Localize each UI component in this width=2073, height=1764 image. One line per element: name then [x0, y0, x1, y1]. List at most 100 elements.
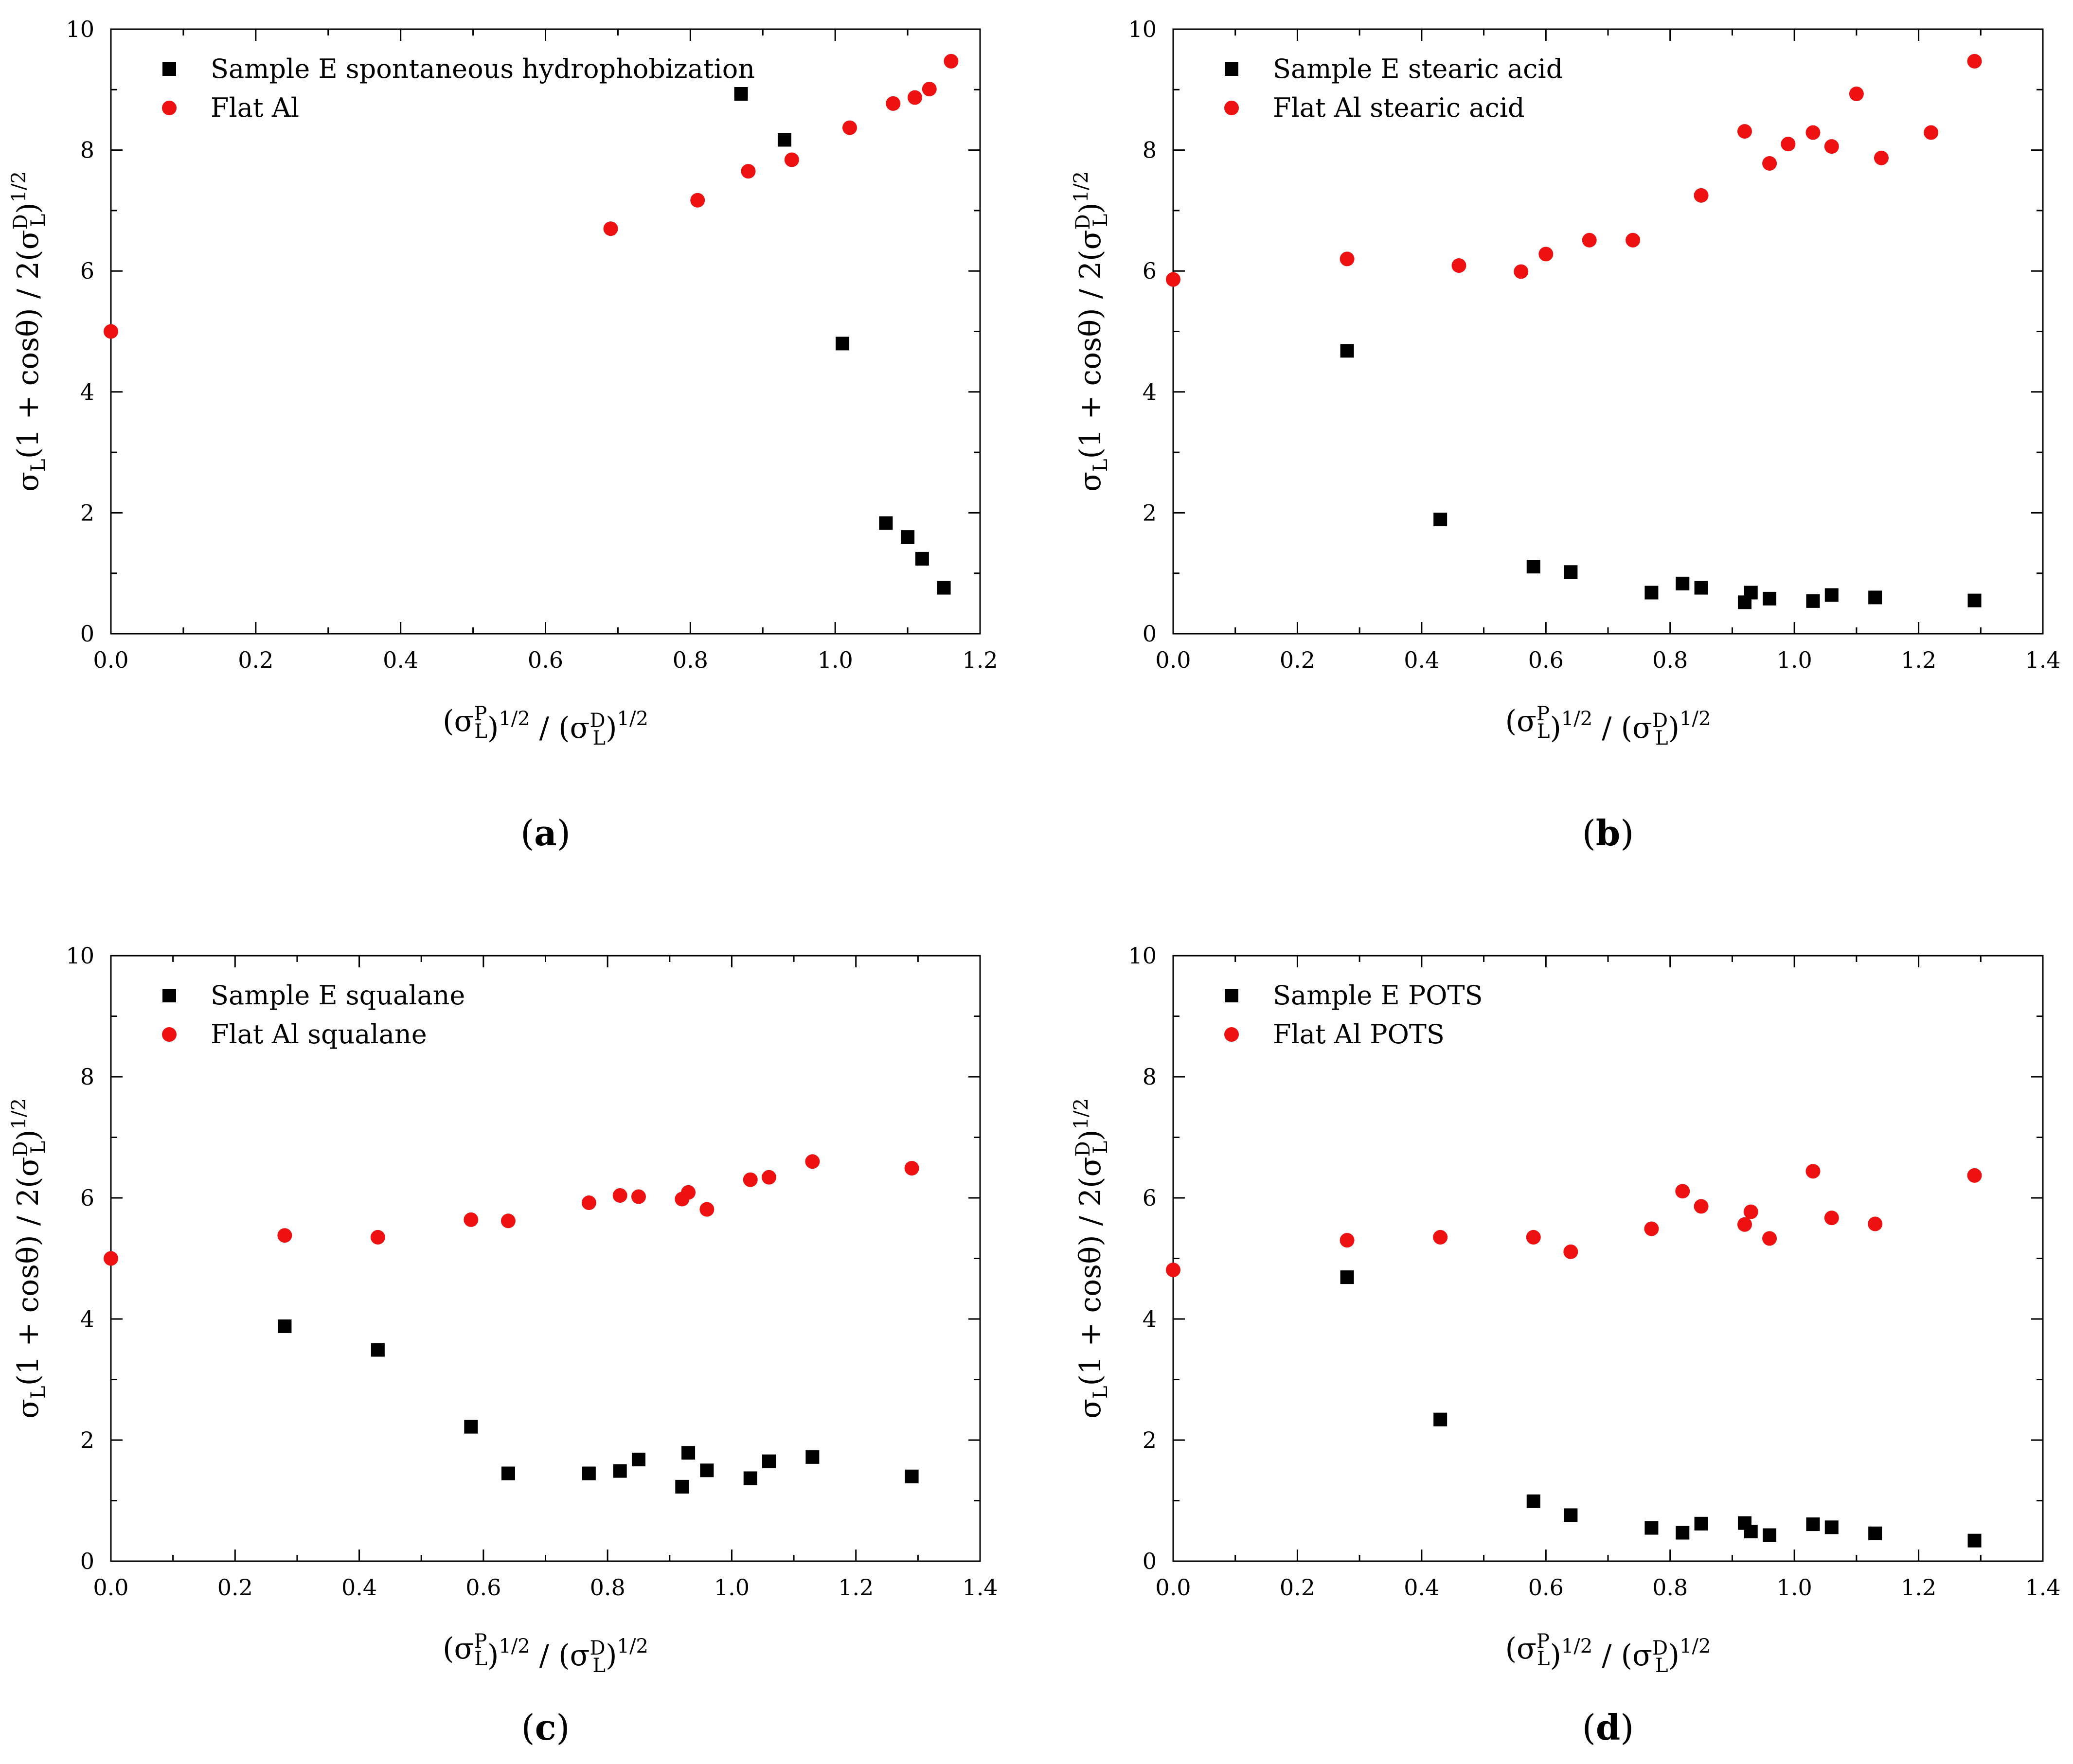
data-point-square [1564, 1508, 1578, 1522]
data-point-square [1526, 1494, 1540, 1508]
x-tick-label: 1.4 [2025, 1574, 2060, 1601]
data-point-circle [1694, 188, 1709, 203]
data-point-circle [1824, 139, 1839, 154]
x-tick-label: 0.0 [93, 647, 128, 673]
data-point-square [1806, 1517, 1820, 1532]
y-tick-label: 10 [1128, 16, 1157, 42]
y-tick-label: 4 [80, 379, 94, 405]
y-tick-label: 2 [1143, 499, 1157, 526]
x-tick-label: 1.0 [1777, 1574, 1812, 1601]
data-point-square [1433, 513, 1448, 527]
data-point-square [1763, 591, 1777, 606]
legend-marker-circle [162, 101, 177, 115]
data-point-circle [743, 1172, 758, 1187]
y-tick-label: 2 [80, 1427, 94, 1453]
data-point-circle [1563, 1244, 1578, 1259]
panel-caption: (c) [521, 1707, 570, 1748]
data-point-circle [681, 1185, 696, 1200]
data-point-square [1340, 344, 1354, 358]
legend-marker-square [162, 989, 176, 1002]
legend-label: Flat Al squalane [211, 1019, 427, 1050]
legend: Sample E spontaneous hydrophobization Fla… [162, 53, 755, 123]
data-point-circle [1805, 125, 1821, 140]
legend-label: Sample E POTS [1273, 980, 1483, 1011]
x-tick-label: 0.2 [238, 647, 273, 673]
x-tick-label: 0.4 [383, 647, 418, 673]
data-point-circle [277, 1228, 292, 1243]
data-point-circle [762, 1170, 777, 1185]
legend: Sample E squalane Flat Al squalane [162, 980, 465, 1050]
x-tick-label: 0.6 [1528, 1574, 1564, 1601]
data-point-square [915, 552, 929, 566]
data-point-circle [1762, 156, 1777, 171]
data-point-circle [741, 164, 756, 179]
y-tick-label: 4 [80, 1306, 94, 1332]
data-point-circle [1805, 1164, 1821, 1179]
data-point-circle [1743, 1204, 1758, 1219]
y-tick-label: 4 [1143, 1306, 1157, 1332]
series-flat-al [1166, 53, 1982, 287]
x-tick-label: 0.2 [217, 1574, 253, 1601]
chart-panel-c: 0.0 0.2 0.4 0.6 0.8 1.0 1.2 1.4 0 2 4 6 8 10 (σP L)1/2 … [8, 943, 998, 1748]
x-tick-label: 0.4 [1404, 647, 1439, 673]
data-point-circle [464, 1212, 479, 1227]
data-point-circle [907, 90, 922, 105]
legend-marker-square [162, 62, 176, 76]
panel-caption: (a) [520, 812, 571, 854]
data-point-square [762, 1454, 776, 1468]
legend-marker-circle [1224, 101, 1239, 115]
data-point-square [879, 516, 893, 530]
data-point-circle [1538, 247, 1554, 262]
data-point-circle [904, 1160, 919, 1176]
data-point-square [1824, 1520, 1839, 1534]
data-point-square [1868, 1526, 1882, 1540]
x-tick-label: 0.6 [528, 647, 563, 673]
y-tick-label: 10 [66, 16, 94, 42]
x-tick-label: 0.0 [1155, 1574, 1191, 1601]
series-sample-e [278, 1319, 919, 1494]
x-tick-label: 0.4 [341, 1574, 377, 1601]
data-point-square [1763, 1528, 1777, 1542]
data-point-square [278, 1319, 292, 1333]
x-tick-label: 0.0 [1155, 647, 1191, 673]
y-tick-label: 6 [80, 1185, 94, 1211]
x-tick-label: 0.0 [93, 1574, 128, 1601]
data-point-circle [1526, 1229, 1541, 1245]
y-tick-label: 8 [80, 1064, 94, 1090]
x-tick-label: 1.4 [962, 1574, 998, 1601]
x-axis-label: (σP L)1/2 / (σD L)1/2 [443, 1630, 648, 1677]
data-point-circle [631, 1189, 646, 1204]
panel-caption: (d) [1582, 1707, 1634, 1748]
y-axis-label: σL(1 + cosθ) / 2(σDL)1/2 [8, 1098, 50, 1419]
data-point-circle [1582, 232, 1597, 248]
x-tick-label: 0.4 [1404, 1574, 1439, 1601]
data-point-square [501, 1466, 515, 1480]
data-point-square [1564, 565, 1578, 579]
y-tick-label: 10 [1128, 943, 1157, 969]
series-flat-al [104, 1154, 919, 1266]
data-point-square [1967, 593, 1982, 607]
data-point-square [1644, 1521, 1659, 1535]
data-point-circle [944, 53, 959, 69]
x-tick-label: 0.8 [1652, 1574, 1688, 1601]
data-point-square [1694, 1516, 1708, 1531]
data-point-square [1340, 1270, 1354, 1284]
series-flat-al [104, 53, 959, 339]
x-tick-label: 1.0 [1777, 647, 1812, 673]
y-tick-label: 8 [80, 137, 94, 163]
legend: Sample E POTS Flat Al POTS [1224, 980, 1483, 1050]
data-point-circle [500, 1213, 516, 1229]
data-point-square [777, 133, 791, 147]
data-point-circle [1762, 1231, 1777, 1246]
y-tick-label: 6 [1143, 1185, 1157, 1211]
data-point-square [1744, 1524, 1758, 1538]
y-axis-label: σL(1 + cosθ) / 2(σDL)1/2 [1070, 1098, 1112, 1419]
data-point-circle [581, 1195, 596, 1210]
series-flat-al [1166, 1164, 1982, 1278]
y-tick-label: 0 [1143, 1548, 1157, 1574]
data-point-square [631, 1452, 645, 1466]
data-point-circle [1967, 53, 1982, 69]
y-axis-label: σL(1 + cosθ) / 2(σDL)1/2 [1070, 171, 1112, 492]
data-point-circle [1644, 1221, 1659, 1236]
